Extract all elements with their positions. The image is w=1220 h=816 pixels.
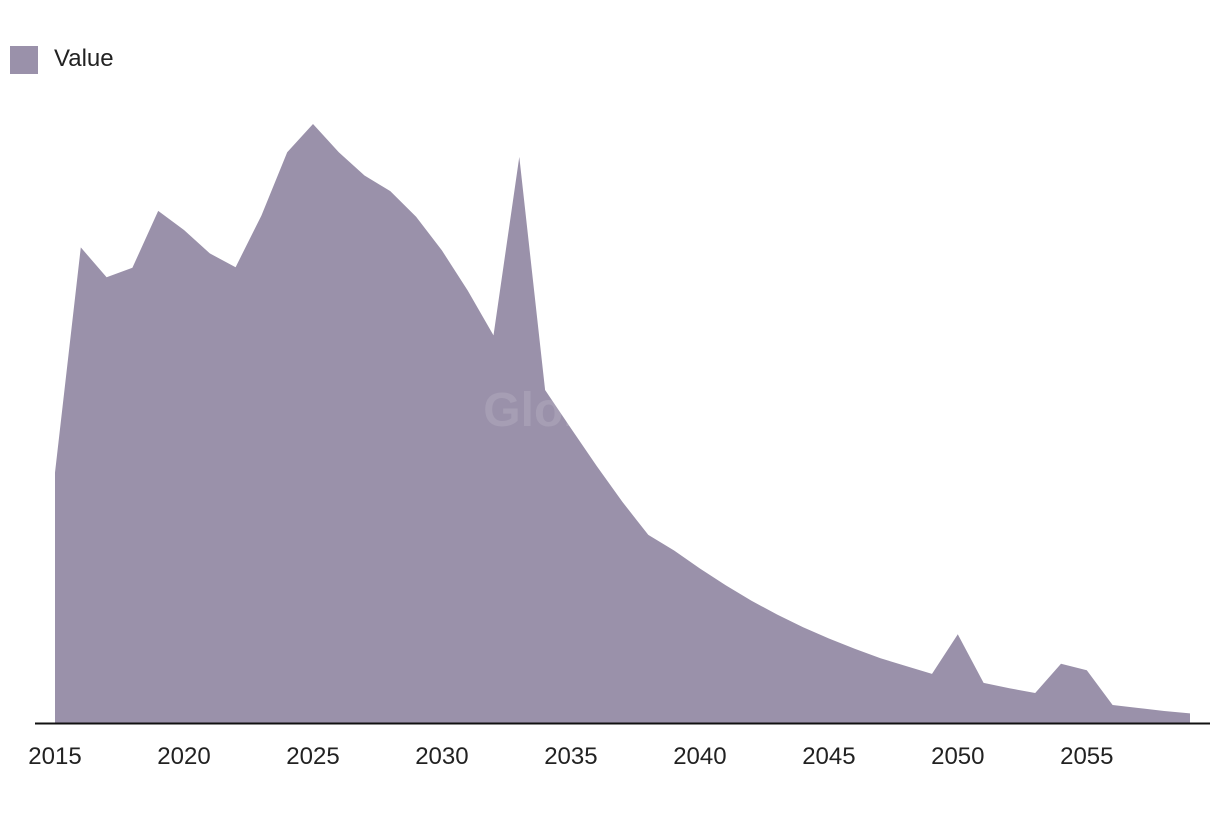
series-value-area — [55, 124, 1190, 723]
x-tick-label: 2020 — [157, 743, 210, 770]
legend-label-value: Value — [54, 45, 114, 72]
x-axis-tick-labels: 2015 2020 2025 2030 2035 2040 2045 2050 2055 — [28, 743, 1113, 770]
x-tick-label: 2035 — [544, 743, 597, 770]
legend-swatch — [10, 46, 38, 74]
legend: Value — [10, 45, 114, 74]
x-tick-label: 2055 — [1060, 743, 1113, 770]
x-tick-label: 2045 — [802, 743, 855, 770]
x-tick-label: 2025 — [286, 743, 339, 770]
plot-area — [55, 124, 1190, 723]
x-tick-label: 2040 — [673, 743, 726, 770]
watermark-text: GlobalData — [483, 384, 737, 437]
x-tick-label: 2050 — [931, 743, 984, 770]
x-tick-label: 2030 — [415, 743, 468, 770]
x-tick-label: 2015 — [28, 743, 81, 770]
